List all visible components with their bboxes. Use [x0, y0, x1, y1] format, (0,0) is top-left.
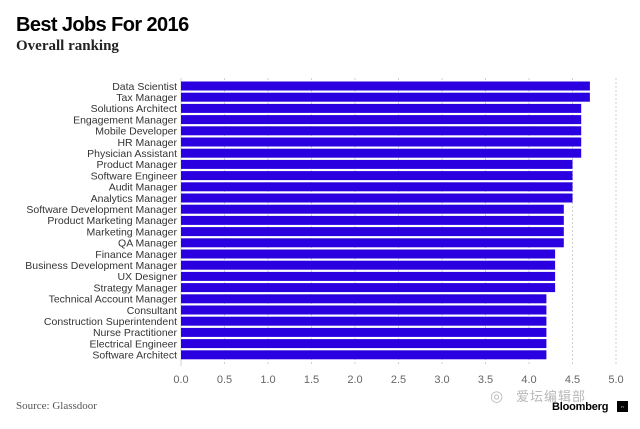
category-label: Analytics Manager	[91, 193, 178, 205]
source-note: Source: Glassdoor	[16, 400, 97, 412]
x-tick-label: 5.0	[608, 374, 623, 386]
bar	[181, 294, 547, 304]
x-tick-label: 4.0	[521, 374, 536, 386]
category-label: Strategy Manager	[94, 282, 178, 294]
bar	[181, 215, 564, 225]
bar	[181, 103, 582, 113]
x-tick-label: 3.5	[478, 374, 493, 386]
bar	[181, 171, 573, 181]
x-axis-ticks: 0.0 0.5 1.0 1.5 2.0 2.5 3.0 3.5 4.0 4.5 5.0	[173, 374, 623, 386]
bar	[181, 126, 582, 136]
category-label: Nurse Practitioner	[93, 327, 178, 339]
bar	[181, 249, 556, 259]
category-label: Engagement Manager	[73, 114, 177, 126]
x-tick-label: 0.0	[173, 374, 188, 386]
bar	[181, 137, 582, 147]
bar	[181, 260, 556, 270]
chart-subtitle: Overall ranking	[16, 38, 119, 54]
category-label: QA Manager	[118, 238, 177, 250]
category-label: Consultant	[127, 305, 177, 317]
category-label: Software Engineer	[91, 170, 178, 182]
bar	[181, 283, 556, 293]
bar	[181, 305, 547, 315]
category-label: Data Scientist	[112, 81, 177, 93]
watermark-text: 爱坛编辑部	[516, 390, 587, 405]
category-label: Marketing Manager	[87, 226, 178, 238]
bar	[181, 327, 547, 337]
bar	[181, 316, 547, 326]
bloomberg-logo: Bloomberg	[552, 401, 609, 413]
bars	[181, 81, 590, 360]
chat-bubble-icon: ◎	[490, 387, 504, 405]
category-label: Software Architect	[92, 350, 177, 362]
category-label: Finance Manager	[95, 249, 177, 261]
category-label: Physician Assistant	[87, 148, 177, 160]
bar	[181, 193, 573, 203]
category-label: Software Development Manager	[26, 204, 177, 216]
bar	[181, 271, 556, 281]
bar	[181, 238, 564, 248]
x-tick-label: 1.0	[260, 374, 275, 386]
bar	[181, 204, 564, 214]
bar	[181, 227, 564, 237]
bar	[181, 115, 582, 125]
x-tick-label: 0.5	[217, 374, 232, 386]
category-label: Audit Manager	[109, 182, 178, 194]
bar	[181, 81, 590, 91]
bar	[181, 350, 547, 360]
category-label: Electrical Engineer	[89, 338, 177, 350]
bloomberg-mark-icon: ₙ	[617, 401, 628, 412]
category-label: Construction Superintendent	[44, 316, 177, 328]
category-label: Product Manager	[96, 159, 177, 171]
category-label: Business Development Manager	[25, 260, 177, 272]
category-label: Mobile Developer	[95, 126, 177, 138]
bar	[181, 148, 582, 158]
x-tick-label: 4.5	[565, 374, 580, 386]
x-tick-label: 3.0	[434, 374, 449, 386]
bar	[181, 92, 590, 102]
x-tick-label: 2.0	[347, 374, 362, 386]
category-label: Solutions Architect	[91, 103, 177, 115]
bar	[181, 159, 573, 169]
category-label: UX Designer	[117, 271, 177, 283]
category-label: HR Manager	[117, 137, 177, 149]
category-label: Technical Account Manager	[49, 294, 178, 306]
bar	[181, 182, 573, 192]
category-label: Product Marketing Manager	[47, 215, 177, 227]
x-tick-label: 1.5	[304, 374, 319, 386]
bar	[181, 339, 547, 349]
category-label: Tax Manager	[116, 92, 177, 104]
chart-title: Best Jobs For 2016	[16, 14, 189, 36]
x-tick-label: 2.5	[391, 374, 406, 386]
